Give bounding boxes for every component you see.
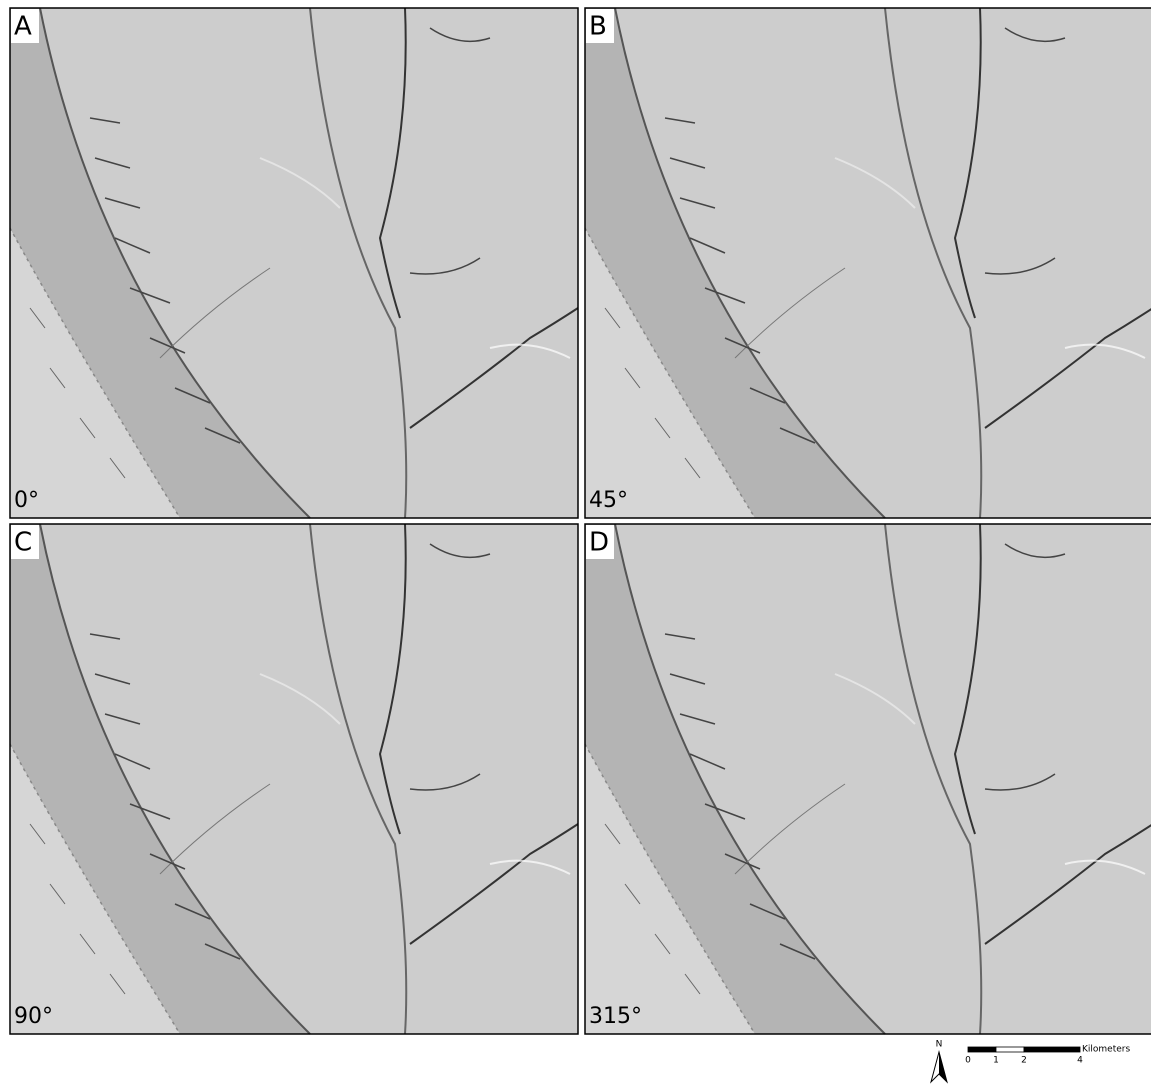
scale-label: 1 (993, 1056, 999, 1066)
map-panel: A 0° (10, 8, 578, 518)
north-label: N (936, 1040, 943, 1050)
panel-letter: D (589, 528, 609, 558)
azimuth-label: 45° (589, 488, 628, 513)
azimuth-label: 0° (14, 488, 39, 513)
map-panel: C 90° (10, 524, 578, 1034)
figure: A 0° B 45° C 90° D 315° 0 1 2 4Kilometers N (0, 0, 1151, 1090)
scale-segment (1024, 1047, 1080, 1052)
azimuth-label: 315° (589, 1004, 642, 1029)
map-panel: D 315° (585, 524, 1151, 1034)
hillshade (585, 8, 1151, 518)
hillshade (10, 8, 578, 518)
hillshade (585, 524, 1151, 1034)
panel-letter: C (14, 528, 32, 558)
scale-label: 2 (1021, 1056, 1027, 1066)
scale-segment (996, 1047, 1024, 1052)
panel-letter: A (14, 12, 32, 42)
scale-unit: Kilometers (1082, 1045, 1130, 1055)
scale-label: 0 (965, 1056, 971, 1066)
map-panel: B 45° (585, 8, 1151, 518)
scale-segment (968, 1047, 996, 1052)
scale-label: 4 (1077, 1056, 1083, 1066)
azimuth-label: 90° (14, 1004, 53, 1029)
panel-letter: B (589, 12, 607, 42)
hillshade (10, 524, 578, 1034)
